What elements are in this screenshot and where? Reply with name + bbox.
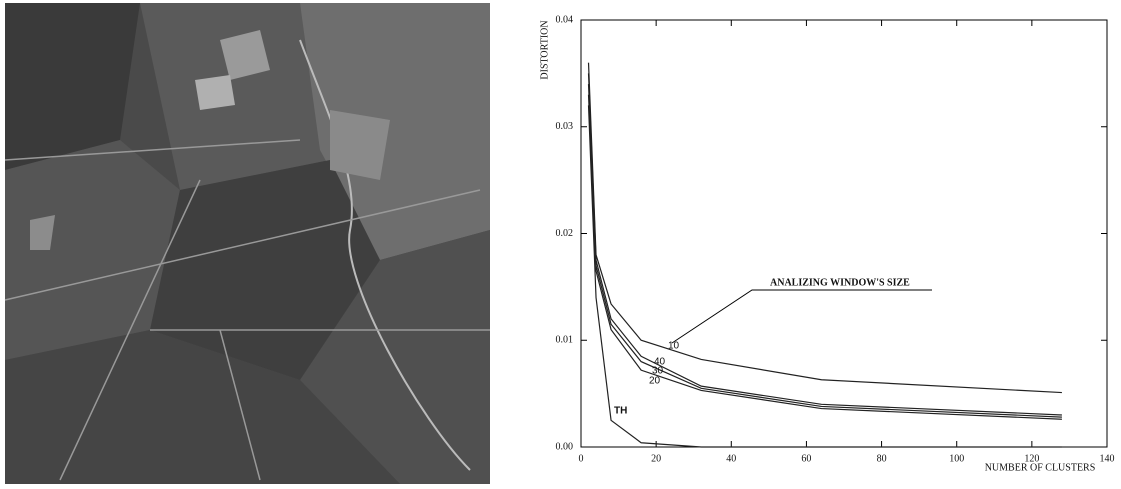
x-axis-label: NUMBER OF CLUSTERS — [985, 462, 1096, 473]
x-tick-label: 100 — [949, 453, 964, 464]
figure: ANALIZING WINDOW'S SIZE NUMBER OF CLUSTE… — [0, 0, 1121, 489]
x-tick-label: 120 — [1024, 453, 1039, 464]
x-tick-label: 20 — [651, 453, 661, 464]
series-label: TH — [614, 406, 627, 417]
y-tick-label: 0.01 — [556, 335, 574, 346]
series-line — [589, 105, 1062, 447]
annotation-leader — [672, 290, 932, 343]
series-line — [589, 63, 1062, 393]
x-tick-label: 40 — [726, 453, 736, 464]
y-axis-label: DISTORTION — [539, 20, 550, 79]
annotation: ANALIZING WINDOW'S SIZE — [770, 277, 910, 288]
x-tick-label: 60 — [801, 453, 811, 464]
x-tick-label: 80 — [877, 453, 887, 464]
aerial-image — [5, 3, 490, 484]
series-label: 20 — [649, 376, 661, 387]
x-tick-label: 140 — [1100, 453, 1115, 464]
x-tick-label: 0 — [579, 453, 584, 464]
y-tick-label: 0.03 — [556, 121, 574, 132]
y-tick-label: 0.00 — [556, 441, 574, 452]
y-tick-label: 0.02 — [556, 228, 574, 239]
y-tick-label: 0.04 — [556, 14, 574, 25]
series-label: 10 — [668, 341, 680, 352]
